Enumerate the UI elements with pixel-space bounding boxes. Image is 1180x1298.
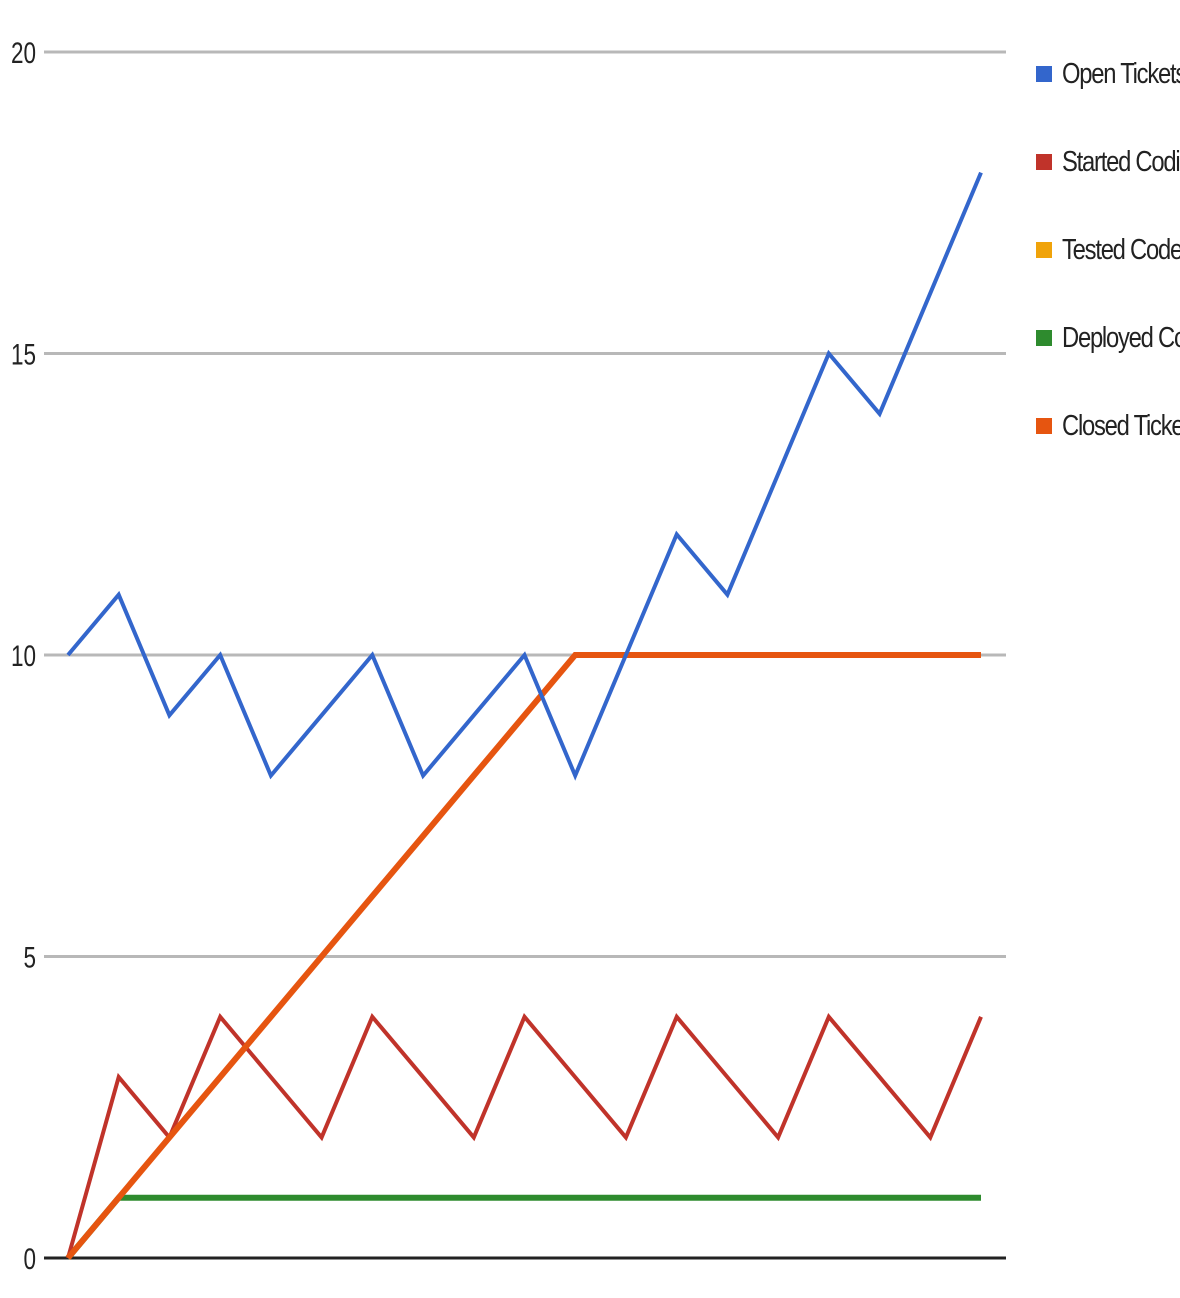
legend-swatch xyxy=(1036,66,1052,82)
legend-label: Closed Tickets xyxy=(1062,409,1180,442)
legend-item: Open Tickets xyxy=(1036,30,1180,118)
legend-item: Tested Code xyxy=(1036,206,1180,294)
y-axis: 0 5 10 15 20 xyxy=(11,36,36,1276)
series-line-deployed-code xyxy=(65,1194,981,1260)
legend-swatch xyxy=(1036,154,1052,170)
legend-swatch xyxy=(1036,242,1052,258)
legend-label: Tested Code xyxy=(1062,233,1180,266)
y-tick-label: 20 xyxy=(11,36,36,70)
legend-item: Deployed Code xyxy=(1036,294,1180,382)
legend: Open Tickets Started Coding Tested Code Dep… xyxy=(1036,30,1180,470)
y-tick-label: 5 xyxy=(23,940,36,974)
series-line-tested-code xyxy=(66,1195,981,1260)
y-tick-label: 10 xyxy=(11,639,36,673)
legend-label: Deployed Code xyxy=(1062,321,1180,354)
legend-swatch xyxy=(1036,330,1052,346)
series-line-open-tickets xyxy=(66,171,983,781)
series-lines xyxy=(65,171,983,1260)
legend-label: Open Tickets xyxy=(1062,57,1180,90)
y-tick-label: 0 xyxy=(23,1242,36,1276)
legend-item: Started Coding xyxy=(1036,118,1180,206)
legend-item: Closed Tickets xyxy=(1036,382,1180,470)
legend-swatch xyxy=(1036,418,1052,434)
legend-label: Started Coding xyxy=(1062,145,1180,178)
y-tick-label: 15 xyxy=(11,337,36,371)
series-line-closed-tickets xyxy=(65,652,981,1260)
series-line-started-coding xyxy=(66,1013,983,1259)
